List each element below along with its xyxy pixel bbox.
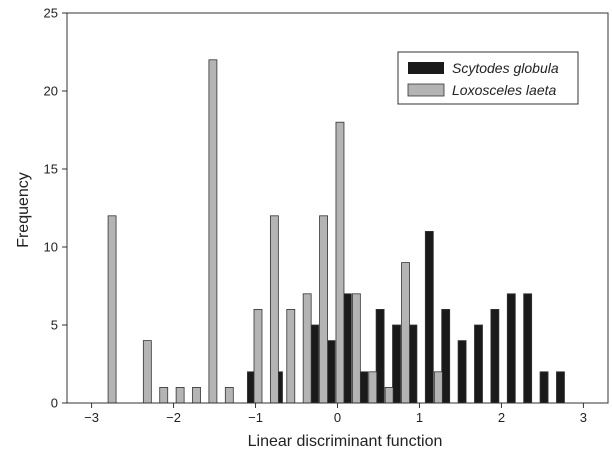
- legend-label-loxosceles: Loxosceles laeta: [452, 82, 557, 98]
- bar-loxosceles: [351, 293, 361, 404]
- bar-loxosceles: [192, 386, 201, 404]
- bar-scytodes: [523, 293, 533, 404]
- bars-layer: [107, 59, 565, 404]
- bar-scytodes: [342, 293, 352, 404]
- bar-loxosceles: [384, 386, 394, 404]
- bar-scytodes: [539, 371, 549, 404]
- bar-loxosceles: [208, 59, 218, 404]
- y-tick-label: 20: [44, 84, 58, 99]
- bar-scytodes: [326, 340, 336, 404]
- x-tick-label: 3: [580, 410, 587, 425]
- bar-loxosceles: [433, 371, 443, 404]
- bar-loxosceles: [286, 308, 296, 404]
- y-tick-label: 5: [51, 318, 58, 333]
- x-tick-label: 2: [498, 410, 505, 425]
- bar-loxosceles: [335, 121, 345, 404]
- bar-loxosceles: [159, 386, 169, 404]
- x-tick-label: 0: [334, 410, 341, 425]
- x-tick-label: −2: [166, 410, 181, 425]
- y-tick-label: 25: [44, 6, 58, 21]
- legend-label-scytodes: Scytodes globula: [452, 60, 559, 76]
- bar-scytodes: [310, 324, 319, 404]
- bar-loxosceles: [269, 215, 279, 404]
- bar-loxosceles: [253, 308, 263, 404]
- legend-swatch-scytodes: [408, 62, 444, 74]
- x-tick-label: −1: [248, 410, 263, 425]
- x-tick-label: 1: [416, 410, 423, 425]
- bar-loxosceles: [368, 371, 378, 404]
- axes-layer: −3 −2 −1 0 1 2 3 0 5 10 15 20 25: [44, 6, 609, 425]
- bar-scytodes: [457, 340, 467, 404]
- y-axis-title: Frequency: [15, 172, 32, 248]
- y-tick-label: 0: [51, 396, 58, 411]
- bar-scytodes: [375, 308, 385, 404]
- bar-loxosceles: [224, 386, 234, 404]
- x-tick-label: −3: [84, 410, 99, 425]
- bar-loxosceles: [302, 293, 312, 404]
- bar-loxosceles: [175, 386, 185, 404]
- bar-scytodes: [474, 324, 483, 404]
- bar-scytodes: [506, 293, 516, 404]
- bar-scytodes: [424, 230, 434, 404]
- y-tick-label: 10: [44, 240, 58, 255]
- bar-scytodes: [556, 371, 565, 404]
- bar-scytodes: [359, 371, 369, 404]
- bar-loxosceles: [401, 262, 410, 404]
- legend-swatch-loxosceles: [407, 83, 445, 97]
- bar-scytodes: [441, 308, 451, 404]
- bar-scytodes: [392, 324, 401, 404]
- bar-loxosceles: [142, 340, 152, 404]
- bar-loxosceles: [107, 215, 117, 404]
- y-tick-label: 15: [44, 162, 58, 177]
- legend: Scytodes globula Loxosceles laeta: [397, 51, 579, 105]
- bar-loxosceles: [319, 215, 328, 404]
- bar-scytodes: [490, 308, 500, 404]
- x-axis-title: Linear discriminant function: [248, 433, 443, 450]
- bar-scytodes: [408, 324, 418, 404]
